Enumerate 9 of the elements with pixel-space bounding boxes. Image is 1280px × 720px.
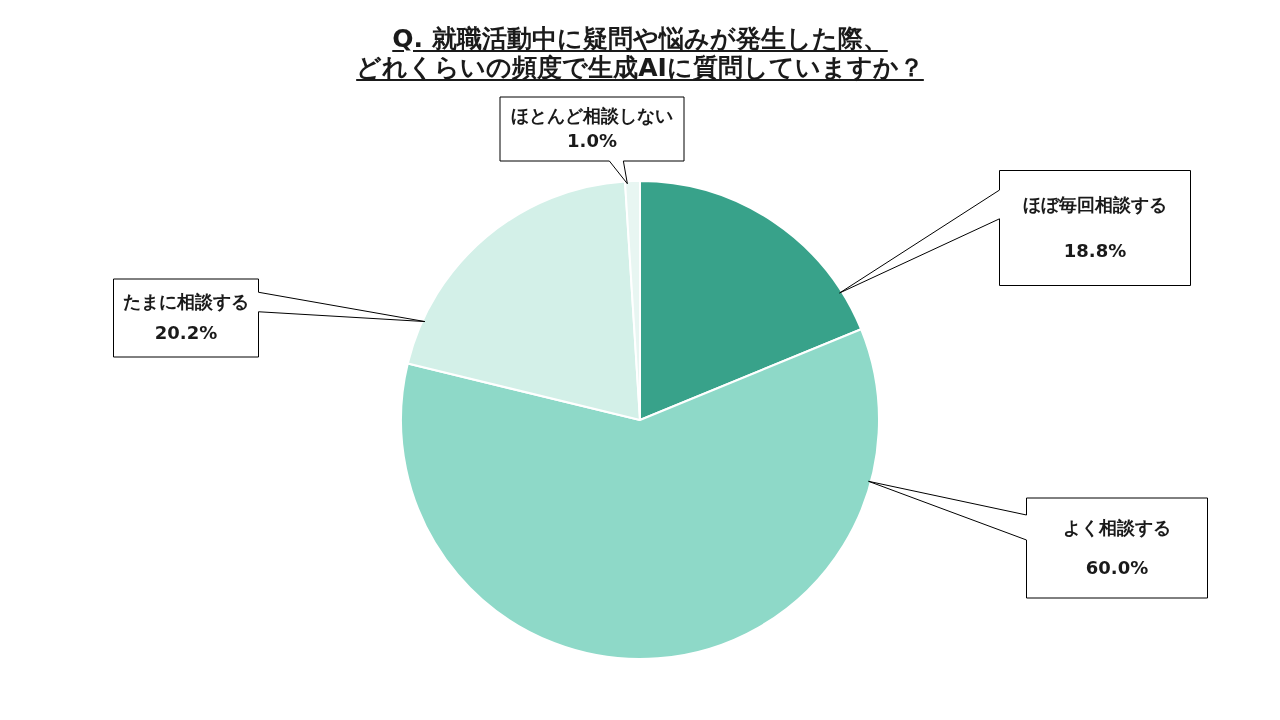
chart-title: Q. 就職活動中に疑問や悩みが発生した際、どれくらいの頻度で生成AIに質問していますか？	[356, 24, 924, 82]
slice-label: ほぼ毎回相談する	[1023, 193, 1167, 215]
data-label: 18.8%	[1063, 239, 1127, 261]
data-label: 20.2%	[154, 322, 218, 344]
data-label: 1.0%	[567, 130, 617, 152]
slice-label: よく相談する	[1063, 516, 1171, 538]
slice-label: たまに相談する	[123, 290, 249, 312]
data-label: 60.0%	[1085, 556, 1149, 578]
slice-label: ほとんど相談しない	[511, 104, 673, 126]
